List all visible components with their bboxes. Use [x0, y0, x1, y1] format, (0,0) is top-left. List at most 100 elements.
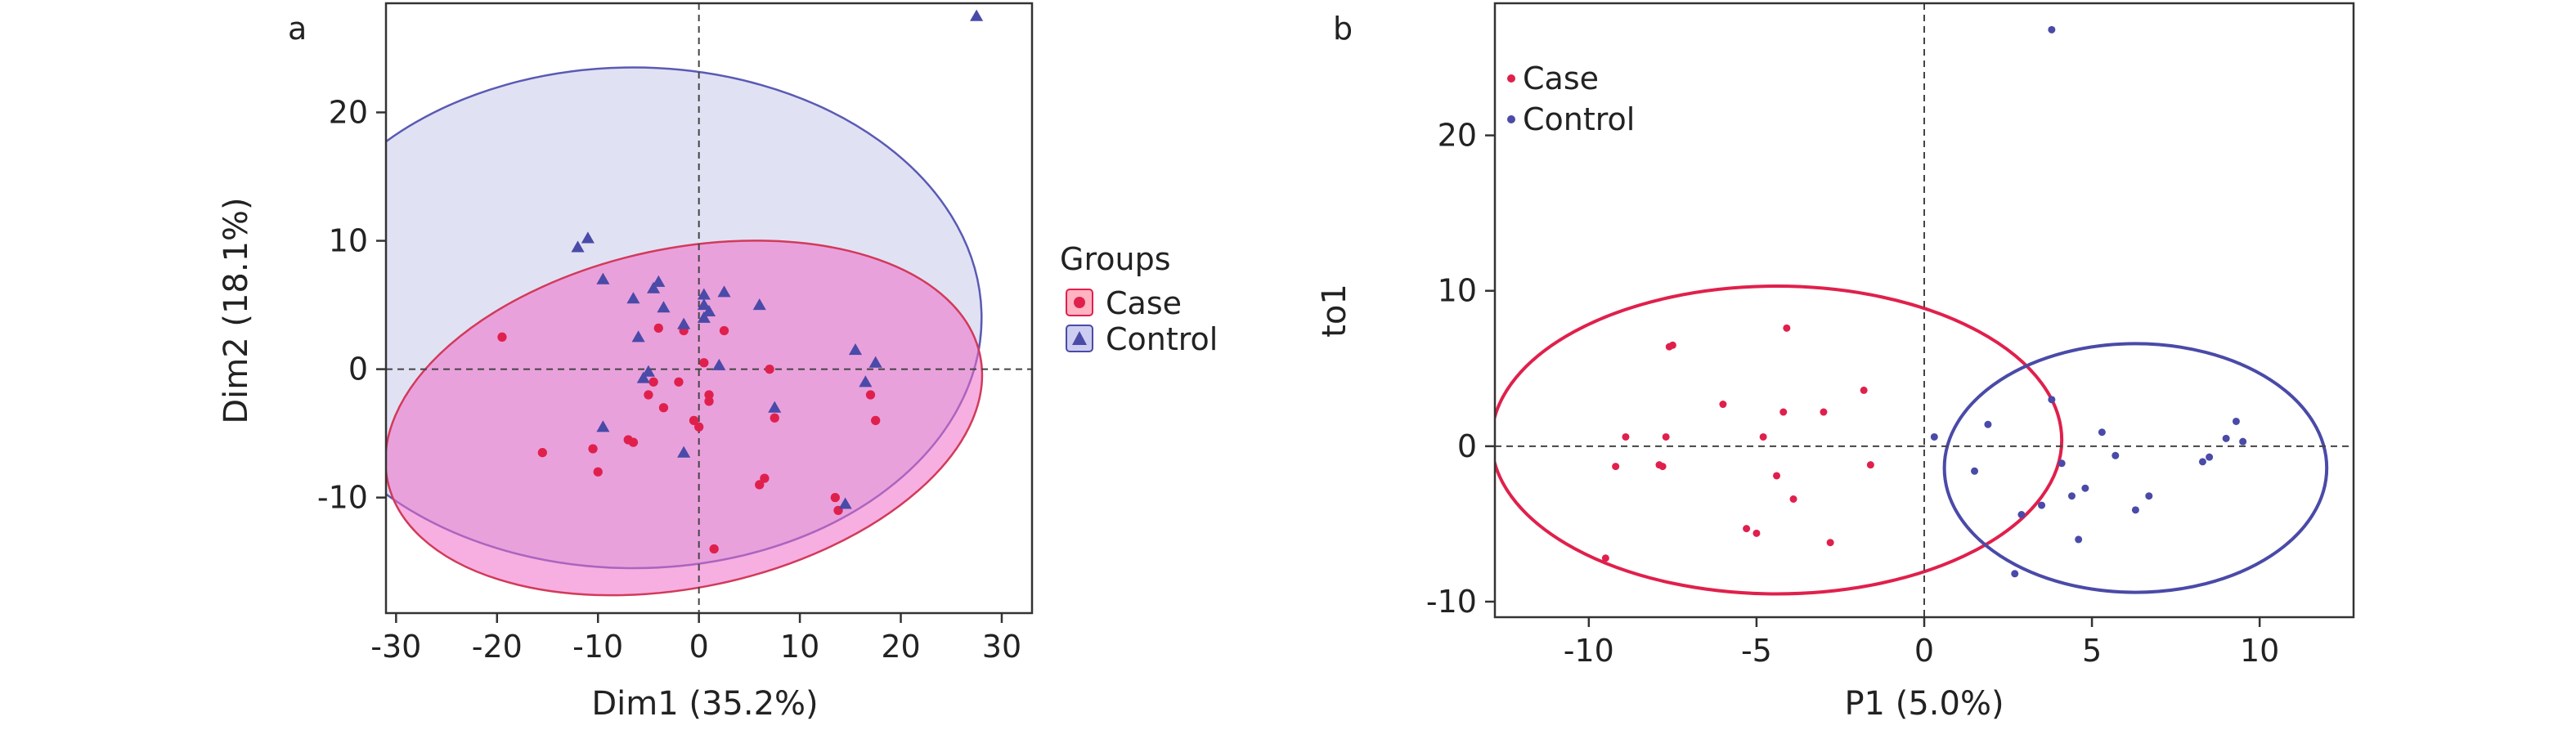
control-point [2222, 434, 2230, 442]
case-point [497, 332, 507, 342]
case-point [765, 364, 774, 374]
case-point [755, 480, 765, 490]
control-point [2131, 506, 2139, 514]
control-point [848, 343, 863, 356]
control-confidence-ellipse [1942, 342, 2329, 594]
x-tick-label: -20 [472, 629, 523, 665]
case-point [1789, 495, 1797, 504]
control-point [752, 298, 766, 311]
case-point [1826, 539, 1834, 547]
case-point [1719, 401, 1727, 409]
case-point [830, 493, 840, 503]
case-point [709, 544, 719, 554]
x-tick-label: -5 [1741, 633, 1772, 669]
plot-area [386, 3, 1032, 613]
x-tick-label: 20 [881, 629, 920, 665]
case-point [674, 377, 684, 387]
control-point [2048, 396, 2056, 404]
case-point [537, 448, 547, 458]
control-point [2075, 535, 2083, 544]
control-point [631, 330, 645, 343]
control-point [596, 272, 610, 284]
control-point [2058, 459, 2066, 468]
control-point [641, 365, 655, 377]
control-point [768, 401, 782, 413]
legend-dot-marker [1507, 115, 1515, 123]
plot-area [1495, 3, 2354, 617]
case-point [1601, 554, 1609, 562]
plot-frame [384, 2, 1034, 615]
control-point [652, 275, 666, 287]
case-point [658, 403, 669, 413]
case-point [699, 358, 709, 368]
control-point [581, 231, 595, 244]
control-point [677, 446, 691, 458]
control-point [2011, 570, 2019, 578]
y-tick-label: -10 [1426, 584, 1477, 620]
control-point [970, 9, 984, 21]
panel-label: b [1333, 11, 1353, 47]
panel-label: a [288, 11, 307, 47]
control-point [702, 304, 716, 316]
control-point [2112, 451, 2120, 459]
case-point [871, 415, 881, 426]
case-point [1860, 386, 1868, 394]
x-axis-label: Dim1 (35.2%) [591, 685, 818, 723]
control-point [838, 497, 852, 509]
control-point [2017, 511, 2026, 519]
x-axis-label: P1 (5.0%) [1844, 685, 2004, 723]
control-point [626, 292, 640, 304]
panel-a: -30 -20 -10 0 10 20 30 -10 0 10 20 a Dim1 (35.2%) Dim… [218, 2, 1218, 723]
case-point [704, 390, 714, 400]
control-point [1984, 420, 1992, 428]
case-point [1779, 408, 1788, 416]
control-point [2038, 501, 2046, 509]
control-point [868, 356, 882, 368]
case-point [588, 444, 598, 454]
legend-dot-marker [1507, 74, 1515, 83]
case-point [760, 473, 770, 483]
case-point [1668, 341, 1676, 349]
control-point [697, 288, 711, 300]
case-point [653, 323, 663, 333]
control-point [636, 371, 650, 383]
y-axis-label: Dim2 (18.1%) [218, 197, 255, 423]
control-point [596, 420, 610, 432]
case-point [1752, 529, 1761, 537]
case-point [1622, 432, 1630, 441]
x-tick-label: 10 [2240, 633, 2279, 669]
case-point [865, 390, 876, 400]
control-point [697, 298, 711, 311]
y-tick-label: 20 [329, 94, 368, 130]
legend-entry-label: Control [1523, 101, 1635, 137]
y-tick-label: 0 [1457, 428, 1477, 464]
case-point [770, 413, 779, 423]
case-point [648, 377, 658, 387]
y-axis-label: to1 [1316, 284, 1353, 338]
control-point [571, 240, 585, 253]
y-tick-label: 0 [348, 352, 368, 387]
control-point [647, 281, 661, 293]
case-point [1820, 408, 1828, 416]
control-point [2239, 437, 2247, 446]
control-point [1971, 467, 1979, 475]
x-tick-label: -10 [1564, 633, 1614, 669]
control-point [717, 285, 731, 298]
case-point [593, 467, 603, 477]
case-point [719, 325, 729, 336]
legend-circle-marker [1074, 297, 1085, 308]
case-point [628, 437, 639, 447]
control-point [2067, 492, 2076, 500]
control-point [677, 317, 691, 329]
case-point [1612, 463, 1620, 471]
case-point [1759, 432, 1767, 441]
control-point [2198, 458, 2206, 466]
case-point [1662, 432, 1670, 441]
case-point [704, 396, 714, 406]
case-point [1866, 461, 1874, 469]
case-point [689, 415, 699, 426]
x-tick-label: 0 [689, 629, 709, 665]
case-point [644, 390, 653, 400]
